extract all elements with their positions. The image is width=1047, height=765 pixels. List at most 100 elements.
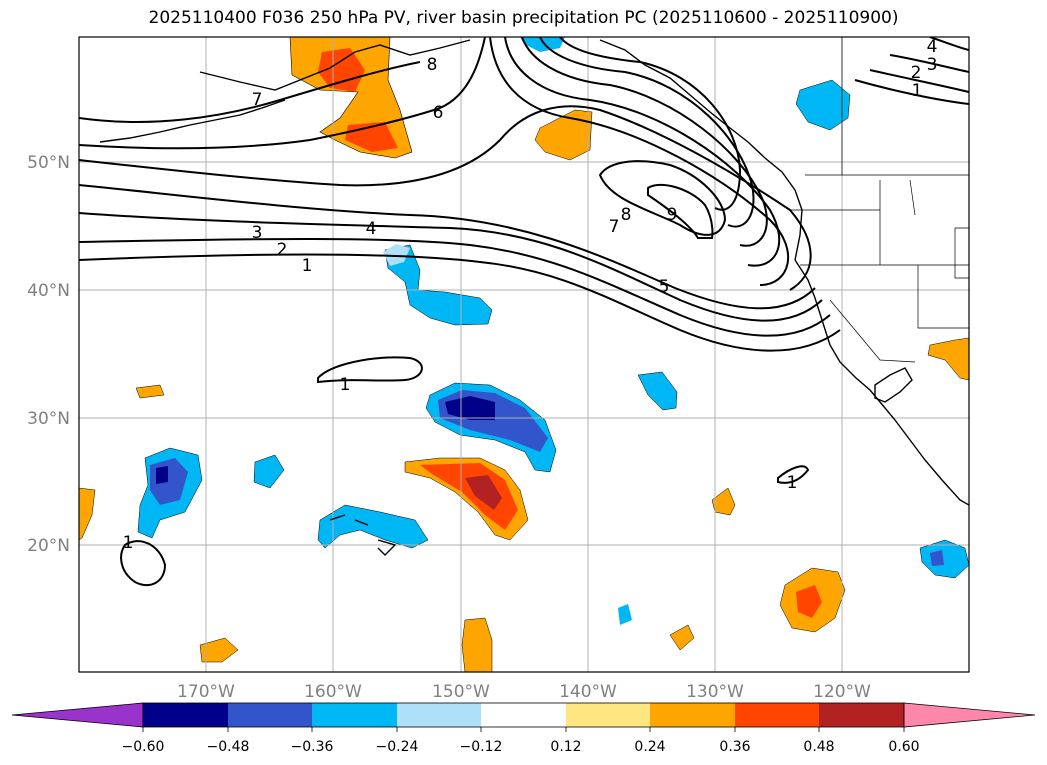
latitude-labels: 50°N 40°N 30°N 20°N [27, 153, 70, 556]
anomaly-west-edge-orange [79, 487, 96, 541]
colorbar-segment-8 [735, 703, 819, 727]
colorbar-label-4: −0.24 [376, 739, 419, 755]
colorbar-label-5: −0.12 [460, 739, 503, 755]
pv-contour-5 [79, 105, 812, 291]
colorbar-ticks [142, 727, 905, 732]
colorbar-label-1: −0.60 [122, 739, 165, 755]
colorbar-segment-6 [566, 703, 650, 727]
contour-label-1: 1 [302, 256, 313, 276]
colorbar-label-6: 0.12 [550, 739, 581, 755]
lat-label-20n: 20°N [27, 536, 70, 556]
coastline-hawaii [329, 514, 397, 556]
pv-contour-northeast-2 [869, 69, 969, 93]
lat-label-50n: 50°N [27, 153, 70, 173]
pv-contour-12 [559, 37, 742, 211]
map-content: 8 7 6 9 8 7 4 3 2 1 5 1 1 1 4 3 2 1 [79, 37, 969, 672]
lon-label-160w: 160°W [304, 682, 362, 702]
coastline-us-west [794, 259, 969, 506]
colorbar-label-9: 0.48 [803, 739, 834, 755]
pv-contour-northeast-1 [854, 79, 969, 105]
contour-label-5: 5 [659, 277, 670, 297]
anomaly-small-blue-2 [618, 604, 632, 625]
colorbar-outline [142, 702, 905, 728]
anomaly-small-blue-1 [253, 454, 285, 489]
anomaly-south-orange [461, 617, 493, 672]
pv-contour-4 [79, 184, 816, 310]
anomaly-top-blue [520, 37, 565, 52]
lon-label-120w: 120°W [813, 682, 871, 702]
colorbar-label-10: 0.60 [888, 739, 919, 755]
contour-label-6: 6 [433, 103, 444, 123]
anomaly-mexico-blue-core [930, 550, 944, 566]
coastline-alaska [199, 39, 471, 91]
map-area [79, 37, 969, 672]
pv-contour-10 [521, 37, 768, 247]
colorbar-segment-4 [397, 703, 481, 727]
colorbar-extend-min [11, 702, 144, 728]
lon-label-150w: 150°W [432, 682, 490, 702]
anomaly-small-orange-1 [135, 384, 165, 399]
pv-contour-6 [79, 37, 486, 150]
colorbar-segment-7 [650, 703, 735, 727]
contour-label-1-northeast: 1 [912, 81, 923, 101]
contour-label-3: 3 [252, 223, 263, 243]
coastline-baja [874, 367, 913, 403]
colorbar-label-8: 0.36 [719, 739, 750, 755]
anomaly-central-negative-core [445, 396, 495, 420]
anomaly-hawaii-blue [317, 504, 429, 549]
anomaly-central-positive-strong [420, 463, 518, 530]
anomaly-gulf-orange [534, 109, 593, 161]
colorbar-tick-labels: −0.60 −0.48 −0.36 −0.24 −0.12 0.12 0.24 … [122, 739, 920, 755]
contour-label-1-closed: 1 [340, 375, 351, 395]
colorbar-segment-3 [312, 703, 397, 727]
anomaly-small-orange-4 [669, 624, 695, 651]
anomaly-midpac-blue [384, 244, 493, 326]
colorbar-segment-9 [819, 703, 904, 727]
coastlines [99, 39, 969, 556]
gridlines [79, 37, 969, 672]
lon-label-130w: 130°W [686, 682, 744, 702]
anomaly-sw-negative-core [156, 466, 168, 484]
pv-contour-13 [598, 160, 727, 236]
anomaly-east-positive-core [796, 585, 822, 618]
pv-contour-1 [79, 253, 841, 352]
colorbar-segment-2 [228, 703, 312, 727]
pv-contour-9-core [647, 183, 714, 239]
political-borders [790, 37, 969, 363]
longitude-labels: 170°W 160°W 150°W 140°W 130°W 120°W [177, 682, 871, 702]
contour-label-9: 9 [667, 205, 678, 225]
colorbar-segment-5 [481, 703, 566, 727]
contour-label-2: 2 [277, 240, 288, 260]
map-title: 2025110400 F036 250 hPa PV, river basin … [148, 8, 899, 28]
colorbar-label-7: 0.24 [634, 739, 665, 755]
contour-label-2-northeast: 2 [911, 63, 922, 83]
shaded-anomalies [79, 37, 969, 672]
contour-label-7-north: 7 [252, 90, 263, 110]
contour-label-8: 8 [621, 205, 632, 225]
colorbar-label-2: −0.48 [207, 739, 250, 755]
pv-contour-closed-1b [120, 540, 167, 587]
pv-contour-8 [489, 37, 789, 286]
anomaly-central-positive-core [465, 475, 502, 510]
colorbar-label-3: −0.36 [291, 739, 334, 755]
anomaly-small-orange-3 [199, 637, 239, 663]
colorbar-extend-max [903, 702, 1036, 728]
anomaly-baja-orange [927, 337, 969, 381]
contour-label-7: 7 [609, 217, 620, 237]
coastline-bc-west [794, 189, 803, 261]
anomaly-bc-blue [795, 79, 851, 131]
contour-label-1-southwest: 1 [123, 533, 134, 553]
pv-contour-7 [79, 61, 421, 123]
pv-contour-northeast-3 [889, 54, 969, 73]
pv-contour-9 [504, 37, 781, 267]
coastline-aleutians [99, 99, 286, 143]
lat-label-30n: 30°N [27, 409, 70, 429]
lat-label-40n: 40°N [27, 281, 70, 301]
contour-label-4-northeast: 4 [927, 37, 938, 57]
contour-label-1-east: 1 [787, 473, 798, 493]
contour-labels: 8 7 6 9 8 7 4 3 2 1 5 1 1 1 4 3 2 1 [123, 37, 938, 553]
lon-label-170w: 170°W [177, 682, 235, 702]
contour-label-4: 4 [366, 219, 377, 239]
colorbar: −0.60 −0.48 −0.36 −0.24 −0.12 0.12 0.24 … [11, 702, 1036, 755]
